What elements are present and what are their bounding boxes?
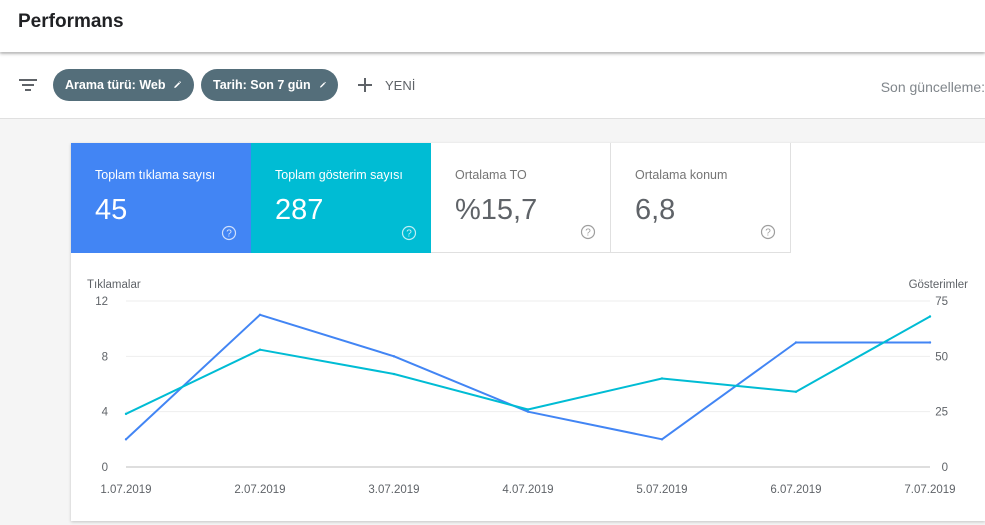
right-tick-label: 50 xyxy=(935,351,948,363)
clicks-data-point xyxy=(124,438,128,441)
clicks-data-point xyxy=(392,355,396,358)
impressions-data-point xyxy=(526,408,530,411)
help-icon[interactable]: ? xyxy=(221,225,237,241)
left-tick-label: 8 xyxy=(102,351,108,363)
right-tick-label: 75 xyxy=(935,296,948,308)
impressions-data-point xyxy=(124,412,128,416)
x-tick-label: 4.07.2019 xyxy=(502,484,553,496)
clicks-data-point xyxy=(526,410,530,413)
date-range-chip[interactable]: Tarih: Son 7 gün xyxy=(201,69,338,101)
x-tick-label: 1.07.2019 xyxy=(100,484,151,496)
left-tick-label: 0 xyxy=(102,462,108,474)
filter-list-icon[interactable] xyxy=(18,77,38,93)
help-icon[interactable]: ? xyxy=(760,224,776,240)
page-title: Performans xyxy=(18,11,124,32)
metric-value: 287 xyxy=(275,194,324,226)
clicks-data-point xyxy=(794,341,798,344)
chip-label: Tarih: Son 7 gün xyxy=(213,78,311,92)
svg-text:?: ? xyxy=(585,228,591,239)
clicks-series-line xyxy=(125,313,930,441)
new-filter-label: YENİ xyxy=(385,77,416,93)
impressions-data-point xyxy=(928,315,932,318)
impressions-data-point xyxy=(392,372,396,376)
metric-average-position[interactable]: Ortalama konum 6,8 ? xyxy=(611,143,791,253)
metric-value: %15,7 xyxy=(455,194,538,226)
left-axis-title: Tıklamalar xyxy=(87,279,141,291)
last-update-text: Son güncelleme: xyxy=(880,79,985,95)
metric-average-ctr[interactable]: Ortalama TO %15,7 ? xyxy=(431,143,611,253)
metric-total-clicks[interactable]: Toplam tıklama sayısı 45 ? xyxy=(71,143,251,253)
impressions-data-point xyxy=(660,377,664,380)
help-icon[interactable]: ? xyxy=(580,224,596,240)
performance-chart: Tıklamalar Gösterimler 0 4 8 12 0 25 50 75 1.0… xyxy=(87,279,969,496)
clicks-data-point xyxy=(660,438,664,441)
pencil-icon xyxy=(319,81,326,88)
metric-value: 6,8 xyxy=(635,194,676,226)
left-axis-ticks: 0 4 8 12 xyxy=(95,296,108,474)
search-type-chip[interactable]: Arama türü: Web xyxy=(53,69,194,101)
impressions-data-point xyxy=(258,348,262,351)
metric-total-impressions[interactable]: Toplam gösterim sayısı 287 ? xyxy=(251,143,431,253)
clicks-data-point xyxy=(258,313,262,317)
help-icon[interactable]: ? xyxy=(401,225,417,241)
plus-icon xyxy=(358,78,372,92)
clicks-data-point xyxy=(928,341,932,344)
x-axis-ticks: 1.07.2019 2.07.2019 3.07.2019 4.07.2019 5.07… xyxy=(100,484,955,496)
x-tick-label: 6.07.2019 xyxy=(770,484,821,496)
performance-card: Toplam tıklama sayısı 45 ? Toplam göster… xyxy=(71,143,985,521)
x-tick-label: 2.07.2019 xyxy=(234,484,285,496)
chip-label: Arama türü: Web xyxy=(65,78,166,92)
left-tick-label: 12 xyxy=(95,296,108,308)
pencil-icon xyxy=(174,81,182,89)
x-tick-label: 7.07.2019 xyxy=(904,484,955,496)
x-tick-label: 5.07.2019 xyxy=(636,484,687,496)
left-tick-label: 4 xyxy=(102,407,109,419)
right-axis-title: Gösterimler xyxy=(909,279,969,291)
new-filter-button[interactable]: YENİ xyxy=(356,69,415,101)
filter-toolbar: Arama türü: Web Tarih: Son 7 gün YENİ So… xyxy=(0,54,985,119)
impressions-data-point xyxy=(794,390,798,393)
right-tick-label: 0 xyxy=(942,462,948,474)
impressions-series-line xyxy=(125,315,931,415)
svg-text:?: ? xyxy=(406,229,412,240)
svg-text:?: ? xyxy=(765,228,771,239)
chart-series xyxy=(124,313,932,441)
top-header: Performans xyxy=(0,0,985,52)
right-axis-ticks: 0 25 50 75 xyxy=(935,296,948,474)
right-tick-label: 25 xyxy=(935,407,948,419)
svg-text:?: ? xyxy=(226,229,232,240)
metric-value: 45 xyxy=(95,194,128,226)
x-tick-label: 3.07.2019 xyxy=(368,484,419,496)
